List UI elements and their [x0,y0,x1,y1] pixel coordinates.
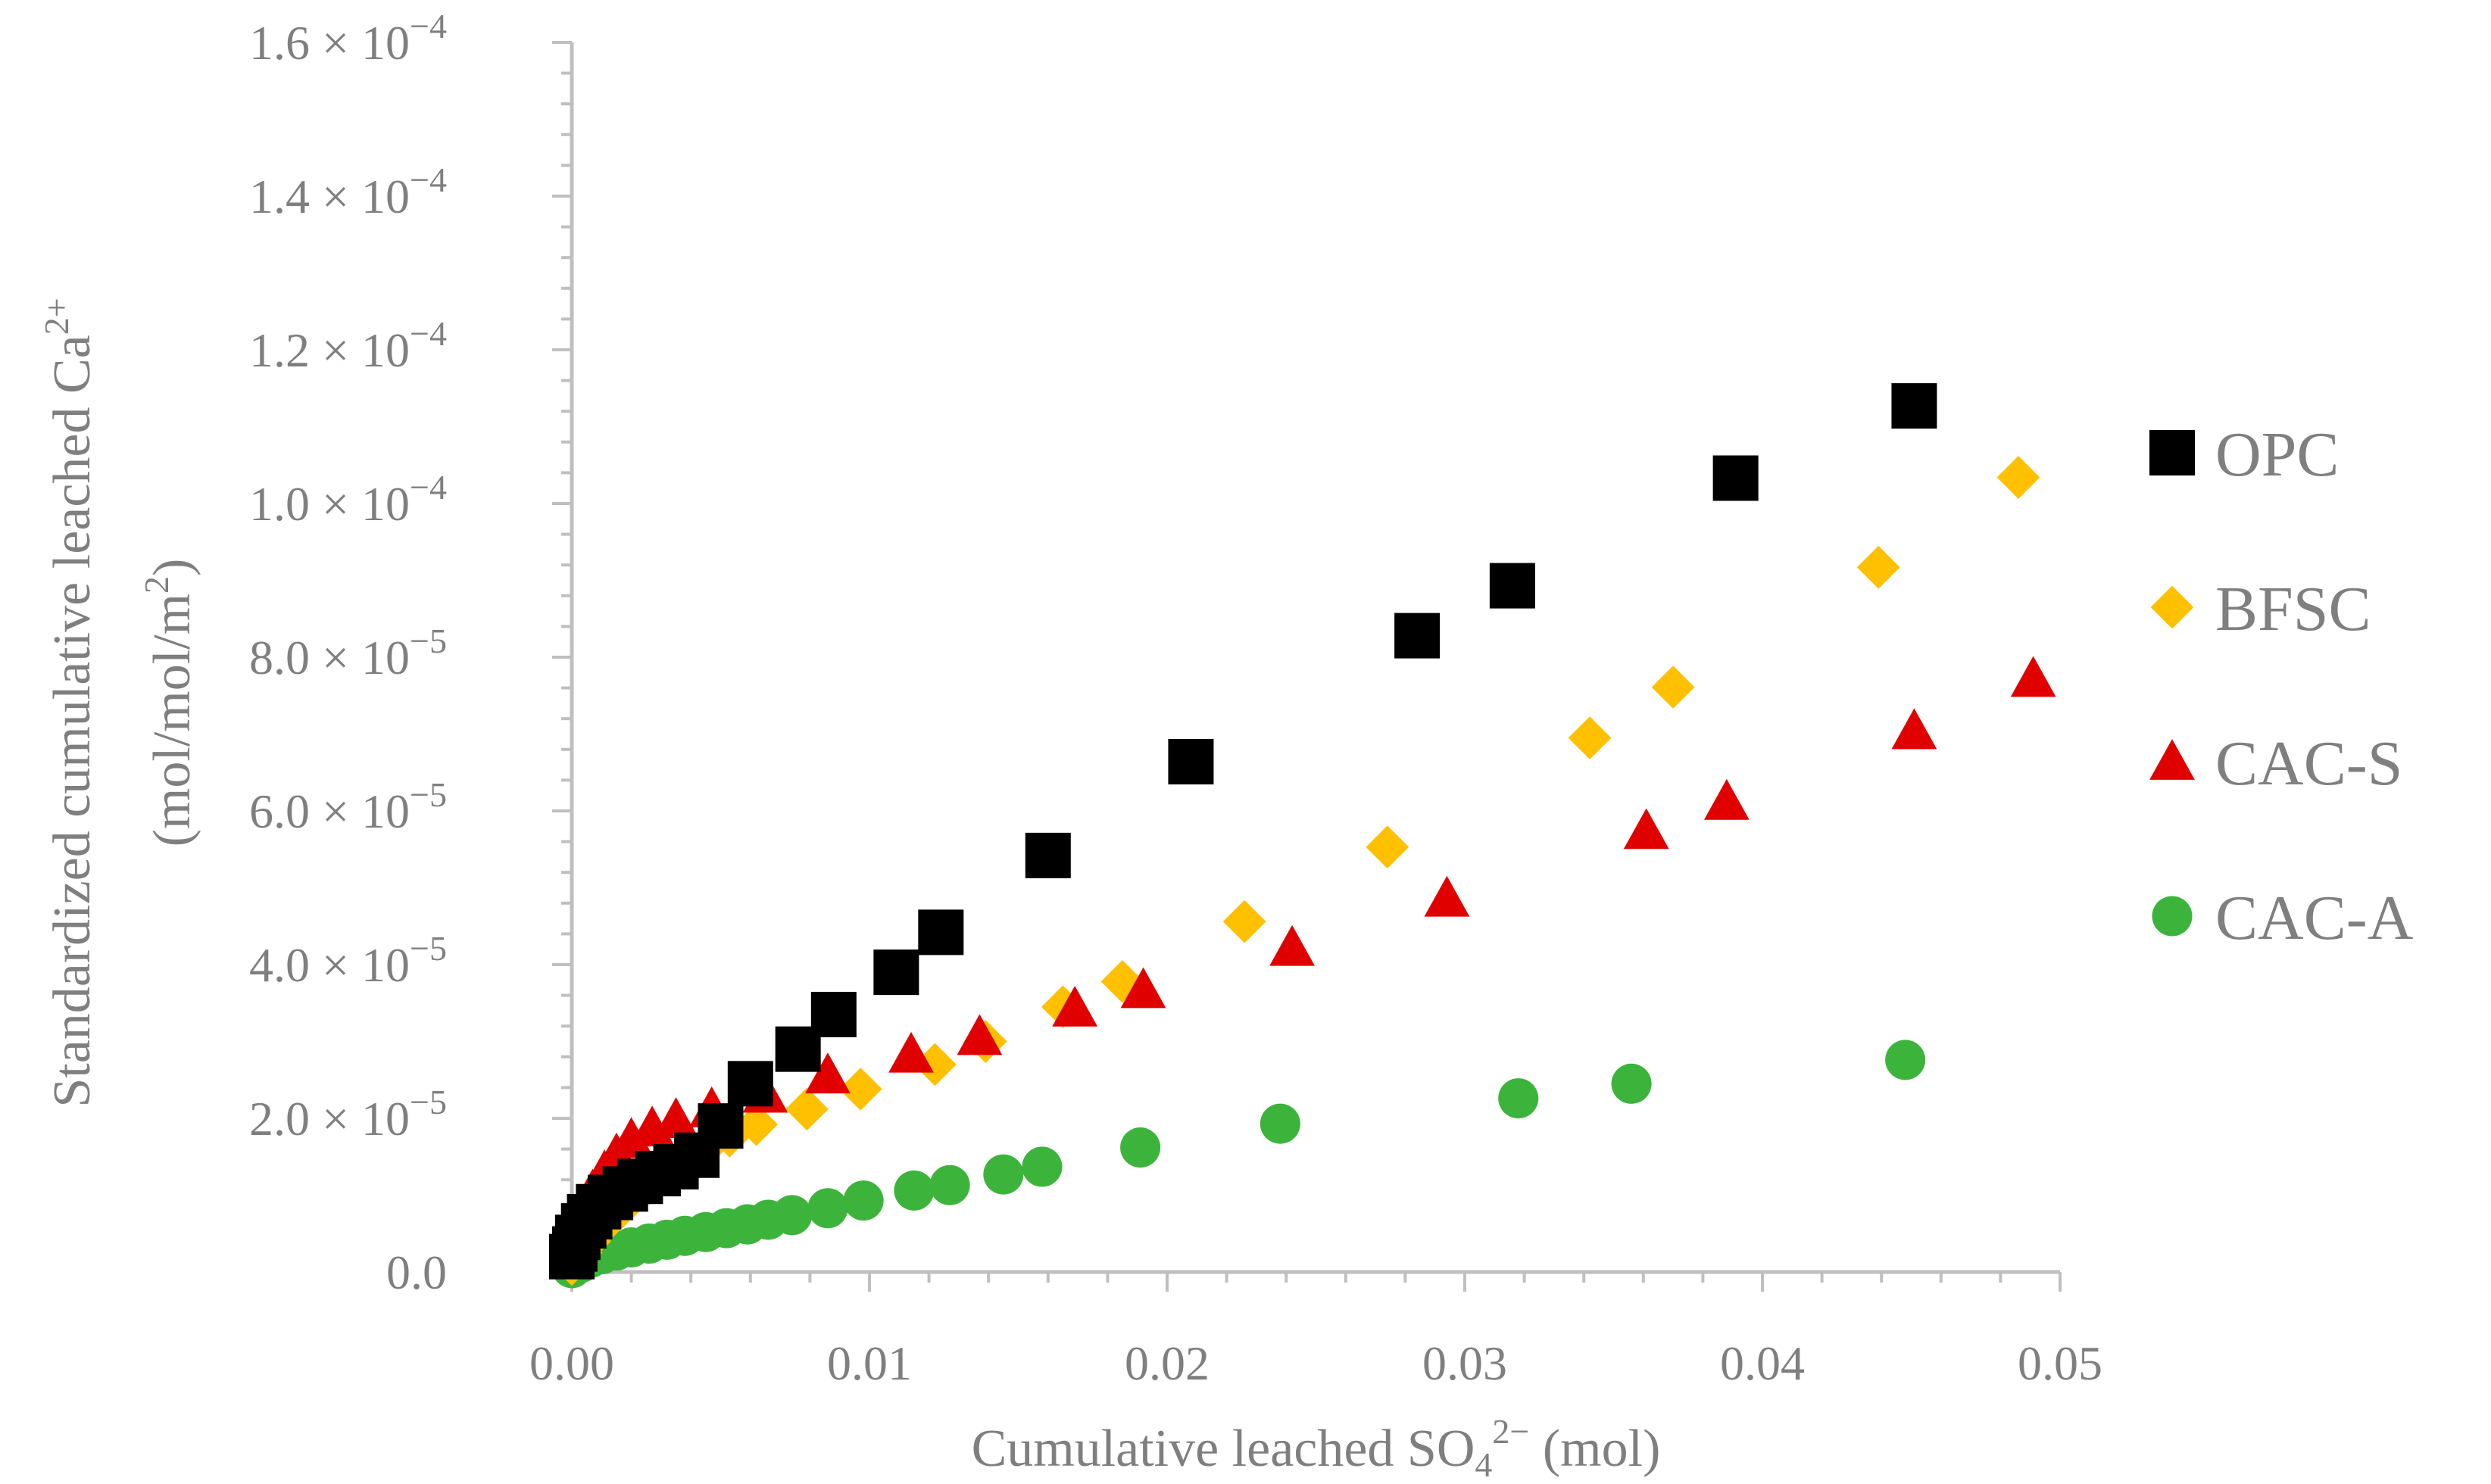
legend-item-cac-a: CAC-A [2152,883,2414,953]
data-point-opc [727,1061,773,1107]
legend-label: CAC-S [2215,728,2402,799]
data-point-opc [1489,563,1535,609]
data-point-opc [1394,613,1441,659]
x-tick-label: 0.03 [1422,1336,1507,1390]
legend-item-cac-s: CAC-S [2149,728,2402,799]
data-point-cac-s [608,1117,654,1158]
y-tick-label: 6.0 × 10−5 [249,775,447,838]
data-point-cac-s [1623,808,1669,850]
data-point-bfsc [913,1043,957,1086]
y-tick-label: 2.0 × 10−5 [249,1083,447,1146]
data-point-cac-a [1611,1063,1652,1104]
data-point-bfsc [1651,666,1695,709]
legend-label: BFSC [2215,574,2371,644]
x-tick-label: 0.00 [529,1336,614,1390]
data-point-opc [873,949,919,996]
data-point-cac-a [929,1164,970,1205]
x-tick-label: 0.05 [2018,1336,2102,1390]
data-point-bfsc [1568,716,1612,759]
y-axis-title-line2: (mol/mol/m2) [137,559,201,847]
data-point-cac-a [772,1195,813,1236]
y-tick-label: 1.4 × 10−4 [249,161,447,223]
legend: OPC BFSC CAC-S CAC-A [2149,419,2414,953]
legend-marker-cac-a [2152,896,2193,937]
y-tick-label: 0.0 [386,1246,447,1299]
data-point-cac-s [1269,924,1315,966]
data-point-bfsc [785,1087,829,1131]
data-point-bfsc [838,1068,882,1111]
legend-item-bfsc: BFSC [2150,574,2371,644]
data-point-cac-s [1424,875,1470,917]
legend-item-opc: OPC [2149,419,2339,490]
x-tick-label: 0.02 [1125,1336,1210,1390]
data-point-bfsc [1222,899,1266,943]
data-point-cac-a [894,1170,935,1211]
x-axis-title: Cumulative leached SO42− (mol) [972,1412,1661,1484]
y-tick-label: 1.0 × 10−4 [249,468,447,531]
data-point-cac-a [1498,1078,1539,1119]
x-tick-label: 0.04 [1720,1336,1805,1390]
data-point-cac-a [1260,1103,1300,1144]
legend-label: CAC-A [2215,883,2414,953]
series-cac-s [549,656,2056,1279]
plot-area [549,383,2056,1289]
legend-marker-bfsc [2150,585,2194,629]
x-axis-title-text: Cumulative leached SO42− (mol) [972,1412,1661,1484]
data-point-cac-a [1120,1127,1161,1168]
data-point-cac-s [957,1014,1003,1055]
data-point-bfsc [1996,456,2040,499]
y-tick-label: 1.2 × 10−4 [249,314,447,377]
data-point-bfsc [735,1102,779,1146]
y-tick-label: 4.0 × 10−5 [249,929,447,992]
data-point-bfsc [1856,545,1900,589]
y-axis-title-line1: Standardized cumulative leached Ca2+ [37,298,101,1107]
y-tick-label: 8.0 × 10−5 [249,622,447,684]
data-point-opc [918,909,964,956]
x-tick-label: 0.01 [827,1336,912,1390]
x-axis-ticks: 0.00 0.01 0.02 0.03 0.04 0.05 [529,1272,2102,1390]
data-point-opc [1168,739,1214,785]
data-point-opc [1891,383,1937,429]
data-point-cac-s [1891,708,1937,750]
data-point-cac-s [1120,967,1166,1009]
legend-marker-opc [2149,430,2195,475]
y-axis-ticks: 0.0 2.0 × 10−5 4.0 × 10−5 6.0 × 10−5 8.0 × 1… [249,7,572,1299]
data-point-cac-a [807,1188,848,1229]
data-point-opc [1712,455,1759,501]
data-point-opc [698,1103,744,1149]
data-point-cac-s [805,1052,851,1094]
legend-label: OPC [2215,419,2339,490]
y-axis-title: Standardized cumulative leached Ca2+ (mol… [37,298,201,1107]
axes [570,42,2060,1274]
y-tick-label: 1.6 × 10−4 [249,7,447,70]
data-point-cac-a [843,1180,884,1221]
data-point-cac-a [1022,1146,1063,1187]
data-point-cac-s [2010,656,2056,697]
data-point-cac-a [1885,1040,1926,1080]
data-point-cac-s [1703,778,1750,820]
data-point-cac-s [653,1097,699,1138]
series-bfsc [550,456,2040,1286]
legend-marker-cac-s [2149,739,2195,780]
data-point-opc [810,991,857,1037]
data-point-opc [1025,832,1071,878]
series-opc [549,383,1937,1280]
data-point-bfsc [1366,825,1409,869]
data-point-cac-s [1052,985,1098,1027]
data-point-cac-s [888,1031,934,1073]
data-point-cac-a [983,1154,1024,1195]
